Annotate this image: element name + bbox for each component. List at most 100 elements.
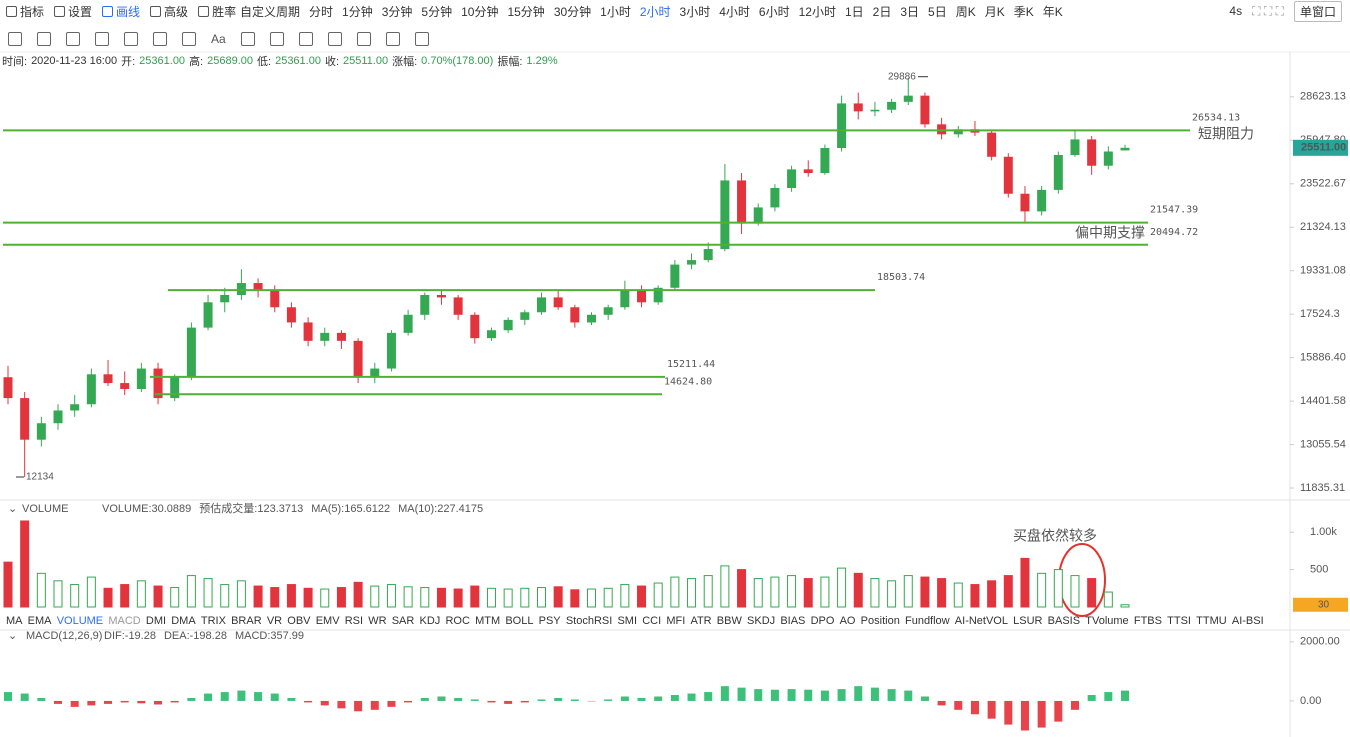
indicator-tab[interactable]: PSY: [538, 614, 561, 627]
macd-bar: [54, 700, 63, 704]
period[interactable]: 1日: [844, 4, 864, 19]
toolbar-item[interactable]: 设置: [54, 3, 92, 20]
tool[interactable]: [240, 32, 255, 46]
period[interactable]: 1小时: [600, 4, 631, 19]
tool[interactable]: [385, 32, 400, 46]
macd-collapse[interactable]: ⌄: [8, 630, 17, 642]
info-value: 25689.00: [207, 55, 254, 67]
window-select[interactable]: 单窗口: [1293, 0, 1342, 22]
indicator-tab[interactable]: TVolume: [1085, 614, 1129, 627]
indicator-tab[interactable]: ROC: [445, 614, 470, 627]
custom-period[interactable]: 自定义周期: [240, 4, 301, 19]
period[interactable]: 15分钟: [507, 4, 545, 19]
indicator-tab[interactable]: BOLL: [505, 614, 534, 627]
tool[interactable]: [153, 32, 167, 46]
period[interactable]: 10分钟: [461, 4, 499, 19]
indicator-tab[interactable]: OBV: [287, 614, 311, 627]
price-tag-label: 25511.00: [1301, 142, 1346, 154]
volume-bar: [536, 587, 546, 608]
period[interactable]: 5日: [928, 4, 947, 19]
period[interactable]: 2小时: [639, 4, 671, 19]
icon: [198, 5, 210, 17]
indicator-tab[interactable]: MFI: [666, 614, 686, 627]
indicator-tab[interactable]: Position: [860, 614, 900, 627]
indicator-tab[interactable]: SAR: [391, 614, 415, 627]
period[interactable]: 1分钟: [342, 4, 373, 19]
macd-bar: [4, 692, 12, 701]
indicator-tab[interactable]: StochRSI: [565, 614, 613, 627]
indicator-tab[interactable]: SMI: [617, 614, 638, 627]
period[interactable]: 月K: [984, 4, 1005, 19]
period[interactable]: 4小时: [719, 4, 750, 19]
indicator-tab[interactable]: LSUR: [1013, 614, 1043, 627]
candle-body: [770, 187, 780, 208]
period[interactable]: 6小时: [758, 4, 790, 19]
period[interactable]: 周K: [955, 4, 976, 19]
period[interactable]: 3分钟: [381, 4, 413, 19]
period[interactable]: 3小时: [679, 4, 711, 19]
volume-collapse[interactable]: ⌄: [8, 503, 17, 515]
indicator-tab[interactable]: BRAR: [231, 614, 262, 627]
volume-bar: [1087, 578, 1097, 608]
tool[interactable]: [8, 32, 22, 46]
tool[interactable]: [66, 32, 80, 46]
toolbar-item[interactable]: 高级: [150, 3, 188, 20]
info-value: 25511.00: [343, 55, 389, 67]
indicator-tab[interactable]: RSI: [344, 614, 364, 627]
indicator-tab[interactable]: BIAS: [780, 614, 806, 627]
period[interactable]: 年K: [1042, 4, 1063, 19]
indicator-tab[interactable]: AI-BSI: [1231, 614, 1264, 627]
indicator-tab[interactable]: VOLUME: [56, 614, 104, 627]
toolbar-item[interactable]: 胜率: [198, 3, 236, 20]
candle-body: [453, 297, 463, 315]
tool[interactable]: [327, 32, 342, 46]
indicator-tab[interactable]: AI-NetVOL: [954, 614, 1008, 627]
candle-body: [170, 377, 180, 399]
tool[interactable]: [182, 32, 196, 46]
period[interactable]: 2日: [872, 4, 892, 19]
indicator-tab[interactable]: DMA: [171, 614, 196, 627]
macd-bar: [637, 697, 646, 701]
macd-bar: [604, 699, 613, 701]
indicator-tab[interactable]: DPO: [810, 614, 835, 627]
indicator-tab[interactable]: ATR: [690, 614, 712, 627]
indicator-tab[interactable]: Fundflow: [904, 614, 950, 627]
tool[interactable]: [414, 32, 429, 46]
tool[interactable]: [37, 32, 51, 46]
indicator-tab[interactable]: WR: [368, 614, 387, 627]
tool[interactable]: [124, 32, 138, 46]
period[interactable]: 分时: [309, 4, 334, 19]
period[interactable]: 5分钟: [421, 4, 453, 19]
text-tool[interactable]: Aa: [211, 32, 226, 46]
refresh[interactable]: 4s: [1229, 4, 1243, 18]
period[interactable]: 12小时: [798, 4, 836, 19]
tool[interactable]: [356, 32, 371, 46]
indicator-tab[interactable]: TRIX: [200, 614, 226, 627]
indicator-tab[interactable]: KDJ: [419, 614, 441, 627]
indicator-tab[interactable]: TTMU: [1196, 614, 1227, 627]
indicator-tab[interactable]: AO: [839, 614, 856, 627]
indicator-tab[interactable]: BASIS: [1047, 614, 1081, 627]
indicator-tab[interactable]: BBW: [716, 614, 742, 627]
tool[interactable]: [298, 32, 313, 46]
indicator-tab[interactable]: VR: [266, 614, 283, 627]
period[interactable]: 3日: [900, 4, 920, 19]
indicator-tab[interactable]: MA: [6, 614, 23, 627]
indicator-tab[interactable]: MTM: [475, 614, 501, 627]
indicator-tab[interactable]: SKDJ: [747, 614, 776, 627]
indicator-tab[interactable]: DMI: [145, 614, 167, 627]
indicator-tab[interactable]: MACD: [108, 614, 141, 627]
indicator-tab[interactable]: TTSI: [1167, 614, 1191, 627]
tool[interactable]: [95, 32, 109, 46]
tool[interactable]: [269, 32, 284, 46]
fullscreen-icons[interactable]: ⛶ ⛶ ⛶: [1252, 3, 1284, 18]
indicator-tab[interactable]: EMA: [27, 614, 52, 627]
toolbar-item[interactable]: 画线: [102, 3, 140, 20]
period[interactable]: 季K: [1013, 4, 1034, 19]
volume-bar: [620, 584, 630, 608]
indicator-tab[interactable]: EMV: [315, 614, 340, 627]
period[interactable]: 30分钟: [553, 4, 592, 19]
indicator-tab[interactable]: FTBS: [1133, 614, 1162, 627]
toolbar-item[interactable]: 指标: [6, 3, 44, 20]
indicator-tab[interactable]: CCI: [642, 614, 662, 627]
